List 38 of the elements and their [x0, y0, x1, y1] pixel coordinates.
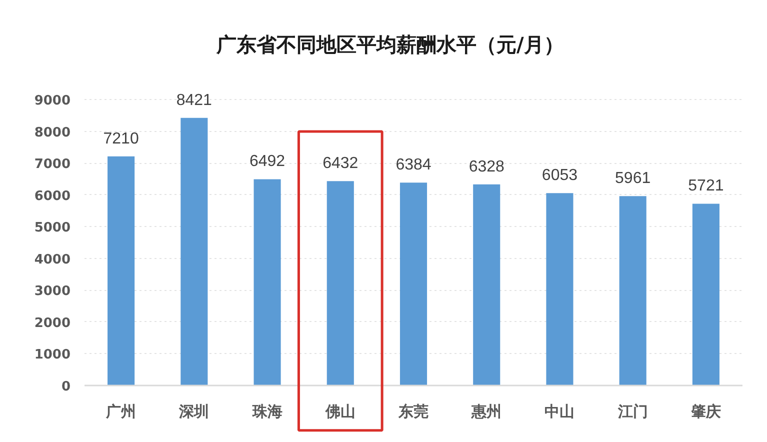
data-label: 6432	[322, 155, 358, 172]
bar	[400, 182, 428, 386]
bar	[326, 181, 354, 386]
x-tick-label: 肇庆	[690, 402, 721, 420]
y-tick-label: 4000	[34, 252, 71, 268]
y-tick-label: 0	[61, 380, 70, 394]
y-tick-label: 9000	[34, 94, 71, 108]
y-tick-label: 6000	[34, 188, 71, 204]
bar	[108, 156, 135, 386]
x-tick-label: 深圳	[178, 402, 210, 420]
x-tick-label: 惠州	[470, 402, 502, 420]
x-tick-label: 佛山	[324, 402, 356, 420]
data-label: 5721	[688, 178, 724, 195]
data-label: 6384	[396, 156, 432, 174]
data-label: 6328	[468, 158, 505, 176]
bar	[254, 179, 281, 386]
bar	[619, 196, 646, 386]
data-label: 7210	[103, 130, 139, 148]
chart-title: 广东省不同地区平均薪酬水平（元/月）	[216, 32, 564, 56]
bar	[692, 204, 720, 386]
y-tick-label: 1000	[34, 348, 71, 363]
y-tick-label: 5000	[34, 220, 71, 236]
x-tick-label: 东莞	[398, 402, 428, 420]
bar	[546, 193, 574, 386]
y-tick-label: 7000	[34, 157, 71, 172]
x-tick-label: 珠海	[251, 402, 282, 420]
y-tick-label: 3000	[34, 284, 71, 300]
data-label: 5961	[615, 170, 651, 188]
data-label: 6492	[249, 153, 286, 170]
x-tick-label: 中山	[544, 402, 575, 420]
bar	[473, 184, 500, 386]
x-tick-label: 江门	[616, 402, 648, 420]
data-label: 8421	[176, 92, 212, 109]
y-tick-label: 2000	[34, 316, 71, 331]
x-tick-label: 广州	[105, 402, 136, 420]
bar	[180, 118, 208, 386]
y-tick-label: 8000	[34, 125, 71, 140]
data-label: 6053	[542, 167, 578, 184]
